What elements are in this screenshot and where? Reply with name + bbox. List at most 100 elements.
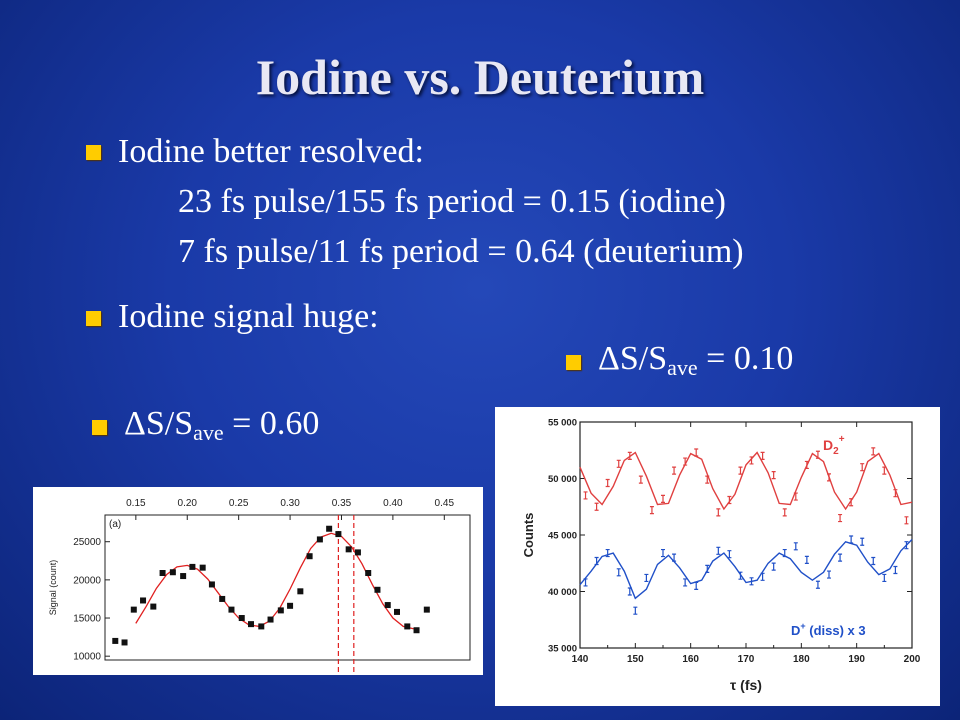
data-point: [904, 516, 909, 525]
top-tick-label: 0.40: [383, 498, 403, 509]
top-tick-label: 0.30: [280, 498, 300, 509]
data-point: [365, 570, 372, 576]
data-point: [804, 460, 809, 470]
slide-title: Iodine vs. Deuterium: [255, 49, 705, 105]
data-point: [727, 495, 732, 505]
data-point: [199, 564, 206, 571]
data-point: [594, 556, 599, 566]
data-point: [716, 546, 721, 555]
data-point: [760, 451, 765, 460]
delta-s-subscript: ave: [667, 355, 698, 380]
data-point: [771, 471, 776, 480]
data-point: [394, 608, 400, 615]
data-point: [374, 586, 381, 593]
x-tick-label: 170: [738, 654, 755, 665]
delta-s-value: = 0.10: [697, 340, 794, 377]
top-tick-label: 0.45: [435, 498, 455, 509]
data-point: [893, 489, 898, 498]
data-point: [159, 570, 166, 576]
data-point: [594, 502, 599, 511]
top-tick-label: 0.20: [178, 498, 198, 509]
delta-s-label: ΔS/S: [124, 405, 194, 442]
data-point: [130, 606, 137, 613]
x-axis-label: τ (fs): [730, 677, 762, 693]
x-tick-label: 140: [572, 654, 589, 665]
y-tick-label: 35 000: [548, 644, 577, 655]
x-tick-label: 160: [682, 654, 699, 665]
data-point: [827, 473, 831, 482]
data-point: [306, 553, 313, 560]
data-point: [838, 553, 843, 562]
data-point: [738, 466, 743, 475]
deuterium-plot: 140 150 160 170 180 190 200 35 000 40 000 45 000 5…: [495, 407, 940, 706]
data-point: [228, 606, 235, 613]
ratio-iodine-line: 23 fs pulse/155 fs period = 0.15 (iodine…: [178, 183, 726, 220]
y-tick-label: 50 000: [548, 474, 577, 485]
data-point: [672, 466, 677, 475]
ratio-deuterium-line: 7 fs pulse/11 fs period = 0.64 (deuteriu…: [178, 233, 744, 270]
data-point: [882, 466, 887, 475]
data-point: [335, 531, 342, 538]
data-point: [208, 581, 215, 588]
data-point: [384, 602, 391, 609]
data-point: [782, 548, 787, 558]
data-point: [827, 570, 831, 579]
delta-s-label: ΔS/S: [598, 340, 668, 377]
data-point: [683, 578, 688, 587]
data-point: [815, 450, 820, 459]
data-point: [150, 603, 157, 610]
data-point: [649, 506, 654, 515]
fit-curve: [135, 532, 414, 630]
data-point: [267, 616, 274, 623]
deuterium-plot-svg: 140 150 160 170 180 190 200 35 000 40 000 45 000 5…: [521, 418, 921, 694]
bullet-square-icon: [92, 420, 107, 435]
y-tick-label: 10000: [73, 652, 101, 663]
data-point: [661, 548, 665, 558]
data-point: [694, 448, 699, 457]
data-point: [423, 606, 430, 613]
fit-curve-d-plus: [579, 539, 913, 600]
data-point: [326, 525, 333, 532]
data-point: [871, 447, 876, 456]
series-label-d-plus: D+ (diss) x 3: [791, 621, 866, 638]
fit-curve-d2-plus: [579, 451, 913, 511]
data-point: [583, 491, 588, 500]
data-point: [277, 607, 284, 614]
top-tick-label: 0.15: [126, 498, 146, 509]
data-point: [287, 602, 294, 609]
data-point: [782, 508, 787, 517]
data-point: [661, 494, 665, 503]
y-tick-label: 15000: [73, 614, 101, 625]
data-point: [849, 535, 854, 544]
data-point: [738, 571, 743, 580]
delta-s-left: ΔS/Save = 0.60: [124, 405, 319, 446]
y-axis-label: Signal (count): [48, 560, 58, 616]
x-tick-label: 150: [627, 654, 644, 665]
panel-label: (a): [109, 519, 121, 530]
data-point: [248, 621, 254, 628]
data-point: [694, 581, 699, 590]
data-point: [258, 623, 265, 630]
data-point: [815, 580, 820, 589]
x-tick-label: 200: [904, 654, 921, 665]
data-point: [860, 537, 865, 546]
bullet-square-icon: [86, 311, 101, 326]
data-point: [140, 597, 147, 604]
data-point: [633, 606, 638, 615]
data-point: [583, 578, 588, 587]
data-point: [760, 572, 765, 581]
delta-s-subscript: ave: [193, 420, 224, 445]
x-tick-label: 180: [793, 654, 810, 665]
data-point: [644, 573, 649, 583]
data-point: [860, 463, 865, 472]
plot-frame: [104, 514, 471, 661]
data-point: [838, 513, 843, 523]
data-point: [749, 456, 754, 465]
data-point: [849, 498, 854, 507]
data-point: [404, 623, 411, 630]
data-point: [727, 550, 732, 559]
bullet-resolved: Iodine better resolved:: [118, 133, 424, 170]
data-point: [616, 459, 621, 468]
data-point: [771, 562, 776, 571]
data-point: [683, 457, 688, 466]
